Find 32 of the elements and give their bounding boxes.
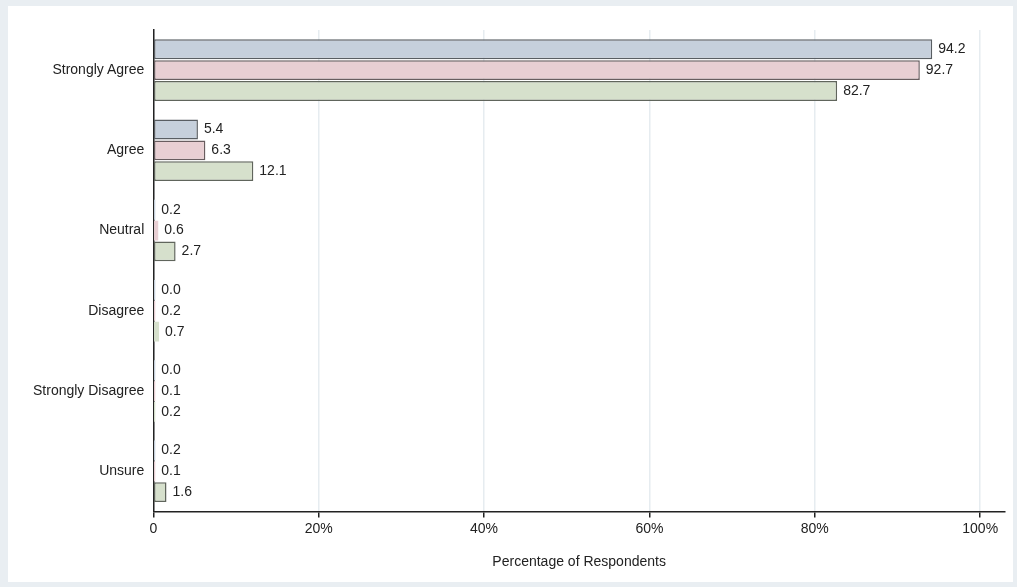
data-label: 5.4 (203, 120, 224, 137)
data-label: 0.1 (161, 381, 181, 398)
data-label: 0.0 (161, 361, 181, 378)
x-tick-label: 100% (962, 519, 999, 536)
y-tick-label: Strongly Agree (52, 60, 145, 77)
y-tick-label: Disagree (88, 301, 145, 318)
data-label: 94.2 (938, 40, 966, 57)
data-label: 0.0 (161, 280, 181, 297)
data-label: 0.6 (164, 221, 184, 238)
data-label: 6.3 (211, 141, 232, 158)
x-tick-label: 60% (635, 519, 664, 536)
y-tick-label: Strongly Disagree (32, 381, 145, 398)
bar (154, 220, 159, 241)
y-tick-label: Unsure (99, 462, 145, 479)
data-label: 2.7 (181, 242, 202, 259)
y-tick-label: Agree (106, 141, 145, 158)
data-label: 0.2 (161, 301, 181, 318)
data-label: 1.6 (172, 483, 193, 499)
x-tick-label: 0 (149, 519, 158, 536)
data-label: 92.7 (925, 60, 954, 77)
data-label: 0.2 (161, 441, 181, 458)
x-tick-label: 80% (800, 519, 829, 536)
x-tick-label: 20% (304, 519, 333, 536)
data-label: 0.2 (161, 402, 181, 419)
y-tick-label: Neutral (99, 221, 145, 238)
x-tick-label: 40% (470, 519, 499, 536)
data-label: 82.7 (843, 81, 871, 98)
data-label: 0.2 (161, 200, 181, 217)
x-axis-title: Percentage of Respondents (492, 553, 666, 570)
data-label: 0.7 (165, 322, 185, 339)
data-label: 12.1 (259, 162, 287, 179)
data-label: 0.1 (161, 462, 181, 479)
